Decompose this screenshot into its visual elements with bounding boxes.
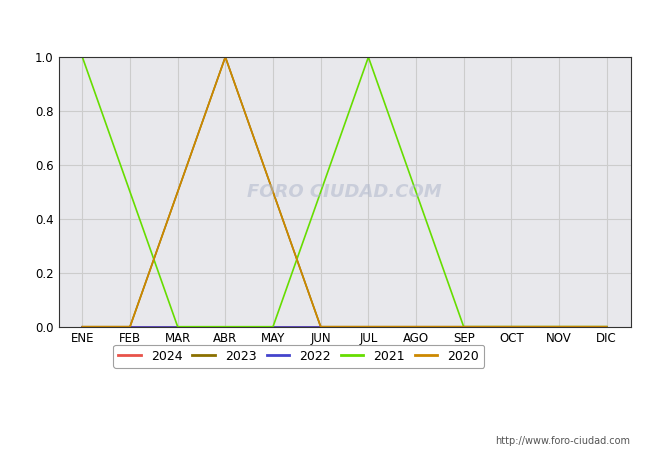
Text: Matriculaciones de Vehiculos en Valdevacas y Guijar: Matriculaciones de Vehiculos en Valdevac…: [144, 28, 545, 43]
Legend: 2024, 2023, 2022, 2021, 2020: 2024, 2023, 2022, 2021, 2020: [113, 345, 484, 368]
Text: FORO CIUDAD.COM: FORO CIUDAD.COM: [247, 183, 442, 201]
Text: http://www.foro-ciudad.com: http://www.foro-ciudad.com: [495, 436, 630, 446]
